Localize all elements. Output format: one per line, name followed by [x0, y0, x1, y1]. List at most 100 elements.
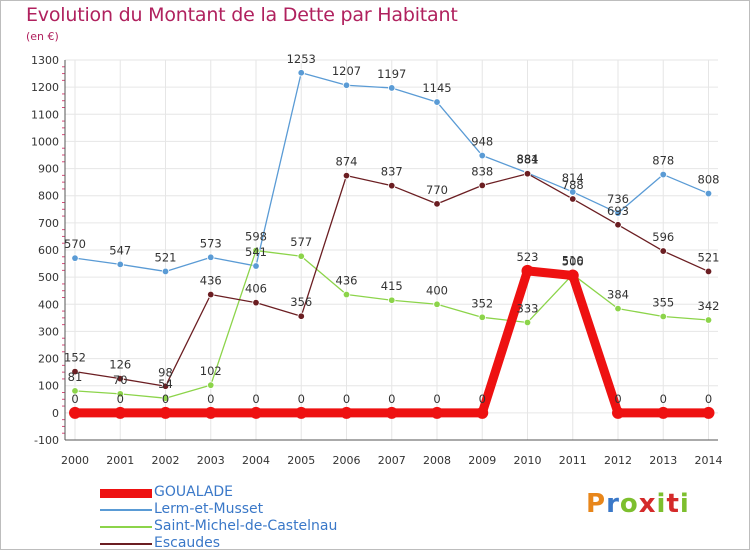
- data-point: [614, 304, 622, 313]
- data-label: 70: [113, 373, 128, 387]
- legend-label: Escaudes: [154, 535, 221, 551]
- y-tick-label: 1300: [31, 54, 59, 67]
- data-label: 0: [252, 392, 259, 406]
- data-label: 884: [517, 152, 539, 166]
- data-point: [569, 195, 577, 203]
- logo-letter: o: [619, 489, 639, 519]
- logo-letter: t: [666, 489, 680, 519]
- data-label: 1145: [422, 81, 451, 95]
- data-point: [659, 170, 667, 179]
- x-tick-label: 2001: [106, 454, 134, 467]
- legend-swatch: [100, 526, 152, 528]
- data-point: [388, 84, 396, 92]
- data-point: [252, 298, 260, 307]
- data-label: 541: [245, 245, 267, 259]
- data-point: [342, 81, 351, 89]
- y-tick-label: 400: [38, 298, 59, 311]
- y-tick-label: 1200: [31, 81, 59, 94]
- data-point: [614, 221, 622, 229]
- chart-title: Evolution du Montant de la Dette par Hab…: [26, 4, 458, 26]
- data-label: 577: [290, 235, 312, 249]
- x-tick-label: 2008: [423, 454, 451, 467]
- logo-letter: x: [638, 489, 657, 519]
- data-point: [161, 267, 170, 276]
- data-point: [71, 387, 79, 395]
- data-point: [478, 313, 486, 322]
- y-tick-label: 800: [38, 190, 59, 203]
- data-point: [521, 264, 534, 277]
- data-label: 874: [336, 155, 358, 169]
- data-point: [159, 406, 172, 419]
- data-point: [523, 318, 532, 327]
- data-label: 1253: [287, 52, 316, 66]
- y-tick-label: 700: [38, 217, 59, 230]
- x-tick-label: 2002: [152, 454, 180, 467]
- data-point: [250, 406, 262, 419]
- data-label: 808: [698, 173, 720, 187]
- data-point: [566, 269, 579, 282]
- x-tick-label: 2012: [604, 454, 632, 467]
- data-point: [704, 189, 713, 198]
- data-point: [161, 382, 170, 390]
- data-point: [207, 381, 215, 389]
- data-point: [114, 406, 127, 419]
- data-label: 736: [607, 192, 629, 206]
- y-tick-label: 300: [38, 325, 59, 338]
- data-label: 596: [652, 230, 674, 244]
- data-label: 0: [614, 392, 621, 406]
- legend-label: GOUALADE: [154, 484, 234, 500]
- data-point: [478, 181, 486, 190]
- x-tick-label: 2006: [333, 454, 361, 467]
- proxiti-logo: Proxiti: [586, 489, 690, 519]
- data-label: 54: [158, 377, 173, 391]
- data-label: 333: [517, 301, 539, 315]
- data-point: [297, 69, 305, 77]
- x-tick-label: 2009: [468, 454, 496, 467]
- x-tick-label: 2010: [514, 454, 542, 467]
- data-label: 436: [200, 274, 222, 288]
- x-tick-label: 2000: [61, 454, 89, 467]
- data-point: [431, 406, 443, 419]
- legend-swatch: [100, 509, 152, 511]
- x-tick-label: 2004: [242, 454, 270, 467]
- data-label: 573: [200, 236, 222, 250]
- y-tick-label: 1100: [31, 108, 59, 121]
- axes: -100010020030040050060070080090010001100…: [31, 54, 723, 467]
- series: [69, 69, 715, 419]
- data-labels: 152 126 98 436 406 356 874 837 770 838 881 788 693 59…: [64, 52, 719, 406]
- x-tick-label: 2013: [649, 454, 677, 467]
- data-label: 342: [698, 299, 720, 313]
- data-label: 838: [471, 164, 493, 178]
- data-label: 693: [607, 204, 629, 218]
- x-tick-label: 2003: [197, 454, 225, 467]
- legend-swatch: [100, 543, 152, 545]
- logo-letter: i: [679, 489, 690, 519]
- x-tick-label: 2007: [378, 454, 406, 467]
- legend-label: Saint-Michel-de-Castelnau: [154, 518, 338, 534]
- x-tick-label: 2005: [287, 454, 315, 467]
- y-tick-label: 100: [38, 380, 59, 393]
- y-tick-label: 900: [38, 163, 59, 176]
- data-label: 547: [109, 243, 131, 257]
- data-point: [657, 406, 670, 419]
- data-point: [340, 406, 353, 419]
- data-point: [116, 374, 124, 383]
- data-label: 506: [562, 255, 584, 269]
- x-tick-label: 2014: [695, 454, 723, 467]
- data-label: 406: [245, 282, 267, 296]
- data-point: [614, 209, 622, 217]
- data-point: [704, 267, 713, 276]
- data-label: 355: [652, 296, 674, 310]
- data-label: 0: [343, 392, 350, 406]
- data-label: 102: [200, 364, 222, 378]
- data-label: 510: [562, 253, 584, 267]
- data-label: 352: [471, 296, 493, 310]
- data-label: 521: [155, 250, 177, 264]
- data-label: 98: [158, 365, 173, 379]
- data-point: [297, 252, 305, 260]
- data-label: 1197: [377, 67, 406, 81]
- data-label: 570: [64, 237, 86, 251]
- data-point: [204, 406, 217, 419]
- data-point: [116, 390, 124, 398]
- data-point: [252, 246, 260, 255]
